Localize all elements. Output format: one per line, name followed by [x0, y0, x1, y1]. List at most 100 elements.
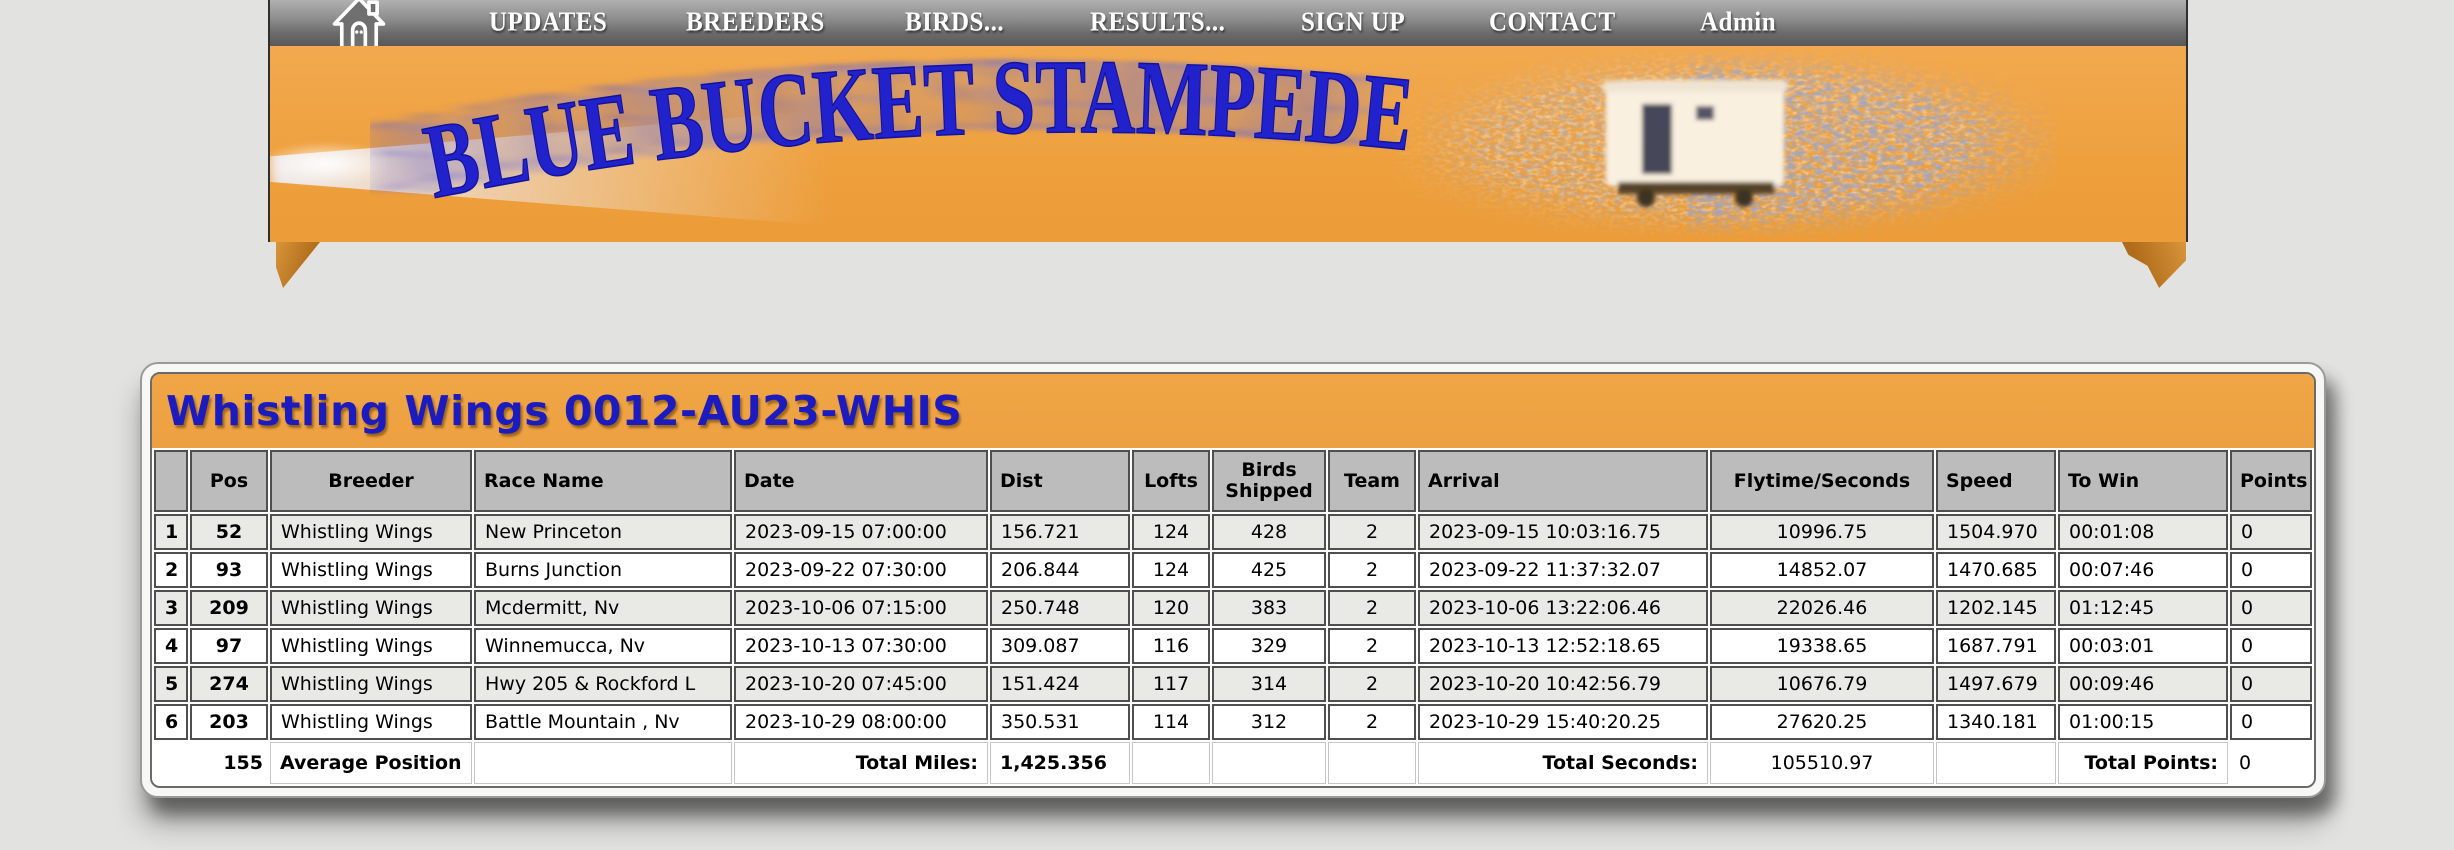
table-cell: 120	[1132, 590, 1210, 626]
nav-item-updates[interactable]: UPDATES	[489, 7, 608, 38]
table-cell: Whistling Wings	[270, 514, 472, 550]
table-cell: 4	[154, 628, 188, 664]
column-header-birds-shipped: Birds Shipped	[1212, 450, 1326, 512]
column-header-rownum	[154, 450, 188, 512]
nav-item-birds[interactable]: BIRDS...	[905, 7, 1005, 38]
table-cell: 0	[2230, 590, 2312, 626]
column-header-pos: Pos	[190, 450, 268, 512]
table-cell: 2	[1328, 552, 1416, 588]
table-cell: 151.424	[990, 666, 1130, 702]
totals-empty-cell	[1132, 742, 1210, 784]
totals-empty-cell	[1328, 742, 1416, 784]
results-card: Whistling Wings 0012-AU23-WHIS Pos Breede…	[140, 362, 2326, 798]
table-cell: 203	[190, 704, 268, 740]
table-cell: Hwy 205 & Rockford L	[474, 666, 732, 702]
banner-ribbon-fold-right	[2122, 242, 2186, 288]
table-cell: 309.087	[990, 628, 1130, 664]
nav-item-admin[interactable]: Admin	[1700, 7, 1777, 38]
table-cell: 01:00:15	[2058, 704, 2228, 740]
table-cell: 2023-10-13 07:30:00	[734, 628, 988, 664]
table-cell: 2023-10-13 12:52:18.65	[1418, 628, 1708, 664]
table-cell: 22026.46	[1710, 590, 1934, 626]
table-cell: Whistling Wings	[270, 666, 472, 702]
results-card-title-bar: Whistling Wings 0012-AU23-WHIS	[152, 374, 2314, 448]
totals-empty-cell	[1936, 742, 2056, 784]
table-cell: Burns Junction	[474, 552, 732, 588]
table-row: 6 203 Whistling Wings Battle Mountain , Nv 2…	[154, 704, 2312, 740]
results-table: Pos Breeder Race Name Date Dist Lofts Birds Sh…	[152, 448, 2314, 786]
home-icon[interactable]	[328, 0, 390, 52]
table-cell: 19338.65	[1710, 628, 1934, 664]
table-cell: 114	[1132, 704, 1210, 740]
total-seconds-value: 105510.97	[1710, 742, 1934, 784]
table-cell: 10676.79	[1710, 666, 1934, 702]
nav-bar: UPDATES BREEDERS BIRDS... RESULTS... SIGN UP…	[270, 0, 2186, 51]
table-cell: 2	[1328, 628, 1416, 664]
table-cell: 124	[1132, 552, 1210, 588]
table-cell: 2023-10-20 10:42:56.79	[1418, 666, 1708, 702]
table-cell: Battle Mountain , Nv	[474, 704, 732, 740]
table-cell: 312	[1212, 704, 1326, 740]
table-cell: 1687.791	[1936, 628, 2056, 664]
table-cell: 2023-09-15 07:00:00	[734, 514, 988, 550]
column-header-points: Points	[2230, 450, 2312, 512]
table-cell: 1504.970	[1936, 514, 2056, 550]
table-row: 3 209 Whistling Wings Mcdermitt, Nv 2023-10-…	[154, 590, 2312, 626]
table-cell: 428	[1212, 514, 1326, 550]
table-cell: 2	[1328, 704, 1416, 740]
table-cell: 117	[1132, 666, 1210, 702]
table-cell: Whistling Wings	[270, 628, 472, 664]
totals-empty-cell	[474, 742, 732, 784]
column-header-breeder: Breeder	[270, 450, 472, 512]
table-cell: 2023-09-22 11:37:32.07	[1418, 552, 1708, 588]
table-cell: 0	[2230, 514, 2312, 550]
table-cell: 1470.685	[1936, 552, 2056, 588]
table-row: 4 97 Whistling Wings Winnemucca, Nv 2023-10-…	[154, 628, 2312, 664]
table-cell: 1202.145	[1936, 590, 2056, 626]
nav-item-signup[interactable]: SIGN UP	[1301, 7, 1406, 38]
banner-image: BLUE BUCKET STAMPEDE BLUE BUCKET STAMPED…	[270, 46, 2186, 242]
column-header-lofts: Lofts	[1132, 450, 1210, 512]
table-cell: New Princeton	[474, 514, 732, 550]
table-cell: 329	[1212, 628, 1326, 664]
table-cell: 97	[190, 628, 268, 664]
table-cell: 116	[1132, 628, 1210, 664]
table-cell: 14852.07	[1710, 552, 1934, 588]
table-cell: 2023-10-06 13:22:06.46	[1418, 590, 1708, 626]
table-cell: 6	[154, 704, 188, 740]
banner-release-photo	[1396, 52, 2056, 236]
nav-item-breeders[interactable]: BREEDERS	[686, 7, 825, 38]
table-cell: 00:03:01	[2058, 628, 2228, 664]
table-cell: 2	[154, 552, 188, 588]
table-cell: 2023-09-15 10:03:16.75	[1418, 514, 1708, 550]
table-cell: 1340.181	[1936, 704, 2056, 740]
total-miles-value: 1,425.356	[990, 742, 1130, 784]
banner-streak-highlight	[270, 142, 396, 186]
table-cell: 0	[2230, 552, 2312, 588]
table-row: 2 93 Whistling Wings Burns Junction 2023-09-…	[154, 552, 2312, 588]
column-header-date: Date	[734, 450, 988, 512]
banner-title: BLUE BUCKET STAMPEDE BLUE BUCKET STAMPED…	[370, 46, 1419, 221]
column-header-arrival: Arrival	[1418, 450, 1708, 512]
table-row: 1 52 Whistling Wings New Princeton 2023-09-1…	[154, 514, 2312, 550]
column-header-dist: Dist	[990, 450, 1130, 512]
table-cell: 425	[1212, 552, 1326, 588]
table-cell: 0	[2230, 628, 2312, 664]
totals-empty-cell	[1212, 742, 1326, 784]
table-cell: 0	[2230, 666, 2312, 702]
table-cell: 156.721	[990, 514, 1130, 550]
table-cell: 93	[190, 552, 268, 588]
nav-item-contact[interactable]: CONTACT	[1489, 7, 1616, 38]
table-cell: 52	[190, 514, 268, 550]
total-points-value: 0	[2230, 742, 2312, 784]
results-card-title: Whistling Wings 0012-AU23-WHIS	[166, 387, 963, 435]
table-cell: 0	[2230, 704, 2312, 740]
banner: BLUE BUCKET STAMPEDE BLUE BUCKET STAMPED…	[270, 46, 2186, 288]
column-header-flytime-seconds: Flytime/Seconds	[1710, 450, 1934, 512]
table-cell: Mcdermitt, Nv	[474, 590, 732, 626]
average-position-value: 155	[190, 742, 268, 784]
table-cell: 2023-10-06 07:15:00	[734, 590, 988, 626]
nav-item-results[interactable]: RESULTS...	[1090, 7, 1226, 38]
table-cell: 5	[154, 666, 188, 702]
